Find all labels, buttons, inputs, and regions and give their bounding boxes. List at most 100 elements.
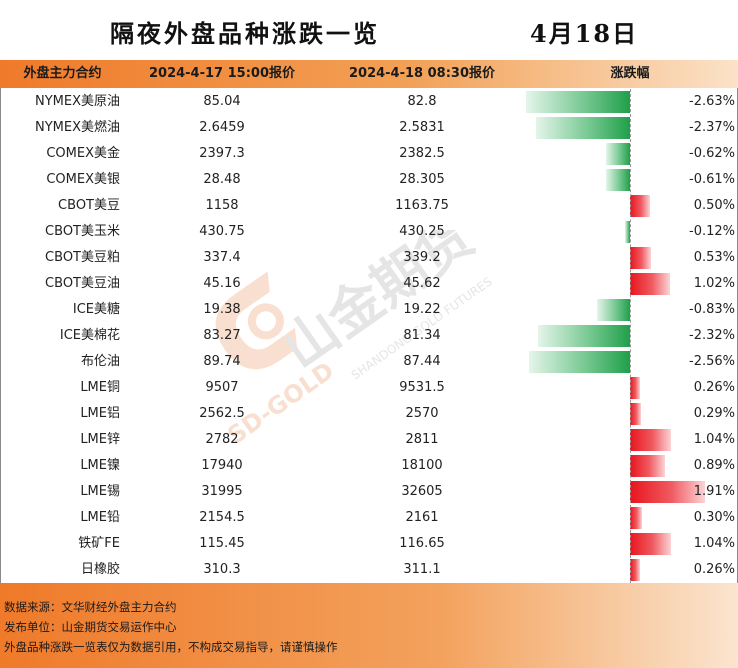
- table-row: COMEX美金 2397.3 2382.5 -0.62%: [0, 141, 738, 167]
- contract-name: LME锌: [80, 432, 120, 447]
- price-prev: 1158: [205, 198, 239, 213]
- table-row: 布伦油 89.74 87.44 -2.56%: [0, 349, 738, 375]
- change-pct: -2.32%: [689, 328, 735, 343]
- change-bar: [630, 247, 651, 269]
- header-name: 外盘主力合约: [23, 66, 102, 81]
- footer: 数据来源：文华财经外盘主力合约 发布单位：山金期货交易运作中心 外盘品种涨跌一览…: [0, 583, 738, 668]
- change-bar: [605, 169, 630, 191]
- change-bar: [536, 117, 630, 139]
- price-curr: 2.5831: [399, 120, 445, 135]
- table-row: LME锌 2782 2811 1.04%: [0, 427, 738, 453]
- table-row: 日橡胶 310.3 311.1 0.26%: [0, 557, 738, 583]
- table-row: ICE美棉花 83.27 81.34 -2.32%: [0, 323, 738, 349]
- price-prev: 2397.3: [199, 146, 245, 161]
- price-curr: 45.62: [403, 276, 441, 291]
- change-pct: -0.12%: [689, 224, 735, 239]
- contract-name: ICE美棉花: [59, 328, 120, 343]
- change-bar: [630, 507, 642, 529]
- change-pct: 1.91%: [693, 484, 735, 499]
- table-header: 外盘主力合约 2024-4-17 15:00报价 2024-4-18 08:30…: [0, 60, 738, 88]
- price-curr: 339.2: [403, 250, 441, 265]
- change-pct: -2.63%: [689, 94, 735, 109]
- change-pct: 1.04%: [693, 432, 735, 447]
- change-bar: [630, 533, 672, 555]
- price-curr: 1163.75: [395, 198, 449, 213]
- change-bar: [630, 377, 641, 399]
- change-pct: 1.04%: [693, 536, 735, 551]
- change-pct: -0.83%: [689, 302, 735, 317]
- price-curr: 9531.5: [399, 380, 445, 395]
- price-curr: 87.44: [403, 354, 441, 369]
- page-title: 隔夜外盘品种涨跌一览: [110, 19, 380, 48]
- contract-name: CBOT美豆粕: [45, 250, 120, 265]
- price-prev: 28.48: [203, 172, 241, 187]
- change-pct: 0.26%: [693, 380, 735, 395]
- price-curr: 430.25: [399, 224, 445, 239]
- table-row: COMEX美银 28.48 28.305 -0.61%: [0, 167, 738, 193]
- table-row: CBOT美豆油 45.16 45.62 1.02%: [0, 271, 738, 297]
- zero-axis: [630, 89, 631, 583]
- header-price1: 2024-4-17 15:00报价: [148, 66, 295, 81]
- footer-publisher: 发布单位：山金期货交易运作中心: [4, 620, 177, 634]
- price-curr: 82.8: [407, 94, 437, 109]
- price-prev: 17940: [201, 458, 243, 473]
- table-row: LME铜 9507 9531.5 0.26%: [0, 375, 738, 401]
- contract-name: LME铜: [80, 380, 120, 395]
- table-row: CBOT美玉米 430.75 430.25 -0.12%: [0, 219, 738, 245]
- change-bar: [630, 429, 672, 451]
- change-pct: 0.26%: [693, 562, 735, 577]
- change-bar: [538, 325, 630, 347]
- price-prev: 430.75: [199, 224, 245, 239]
- price-prev: 89.74: [203, 354, 241, 369]
- price-prev: 83.27: [203, 328, 241, 343]
- header-change: 涨跌幅: [610, 66, 650, 81]
- data-rows: NYMEX美原油 85.04 82.8 -2.63% NYMEX美燃油 2.6459 2.5…: [0, 89, 738, 583]
- change-pct: -0.61%: [689, 172, 735, 187]
- contract-name: LME铅: [80, 510, 120, 525]
- price-prev: 45.16: [203, 276, 241, 291]
- change-pct: 0.30%: [693, 510, 735, 525]
- price-prev: 9507: [205, 380, 239, 395]
- change-pct: 0.50%: [693, 198, 735, 213]
- change-pct: 0.89%: [693, 458, 735, 473]
- change-pct: 0.53%: [693, 250, 735, 265]
- price-curr: 311.1: [403, 562, 441, 577]
- price-curr: 116.65: [399, 536, 445, 551]
- table-row: ICE美糖 19.38 19.22 -0.83%: [0, 297, 738, 323]
- contract-name: 铁矿FE: [78, 536, 120, 551]
- price-curr: 2382.5: [399, 146, 445, 161]
- price-prev: 337.4: [203, 250, 241, 265]
- price-prev: 31995: [201, 484, 243, 499]
- table-row: NYMEX美原油 85.04 82.8 -2.63%: [0, 89, 738, 115]
- change-bar: [605, 143, 630, 165]
- price-prev: 310.3: [203, 562, 241, 577]
- change-bar: [630, 481, 706, 503]
- title-bar: 隔夜外盘品种涨跌一览 4月18日: [0, 0, 738, 60]
- contract-name: COMEX美银: [46, 172, 120, 187]
- price-prev: 85.04: [203, 94, 241, 109]
- table-row: NYMEX美燃油 2.6459 2.5831 -2.37%: [0, 115, 738, 141]
- table-row: 铁矿FE 115.45 116.65 1.04%: [0, 531, 738, 557]
- change-pct: -2.56%: [689, 354, 735, 369]
- contract-name: LME锡: [80, 484, 120, 499]
- price-prev: 2154.5: [199, 510, 245, 525]
- contract-name: 布伦油: [80, 354, 120, 369]
- price-curr: 2811: [405, 432, 439, 447]
- contract-name: 日橡胶: [80, 562, 120, 577]
- price-curr: 19.22: [403, 302, 441, 317]
- change-pct: 0.29%: [693, 406, 735, 421]
- contract-name: NYMEX美原油: [34, 94, 120, 109]
- report-date: 4月18日: [530, 19, 639, 48]
- price-curr: 2161: [405, 510, 439, 525]
- contract-name: LME镍: [80, 458, 120, 473]
- contract-name: CBOT美豆油: [45, 276, 120, 291]
- footer-disclaimer: 外盘品种涨跌一览表仅为数据引用，不构成交易指导，请谨慎操作: [4, 640, 338, 654]
- price-curr: 28.305: [399, 172, 445, 187]
- change-bar: [625, 221, 630, 243]
- table-row: CBOT美豆粕 337.4 339.2 0.53%: [0, 245, 738, 271]
- price-prev: 2562.5: [199, 406, 245, 421]
- price-prev: 2782: [205, 432, 239, 447]
- price-prev: 115.45: [199, 536, 245, 551]
- table-row: LME锡 31995 32605 1.91%: [0, 479, 738, 505]
- change-bar: [526, 91, 630, 113]
